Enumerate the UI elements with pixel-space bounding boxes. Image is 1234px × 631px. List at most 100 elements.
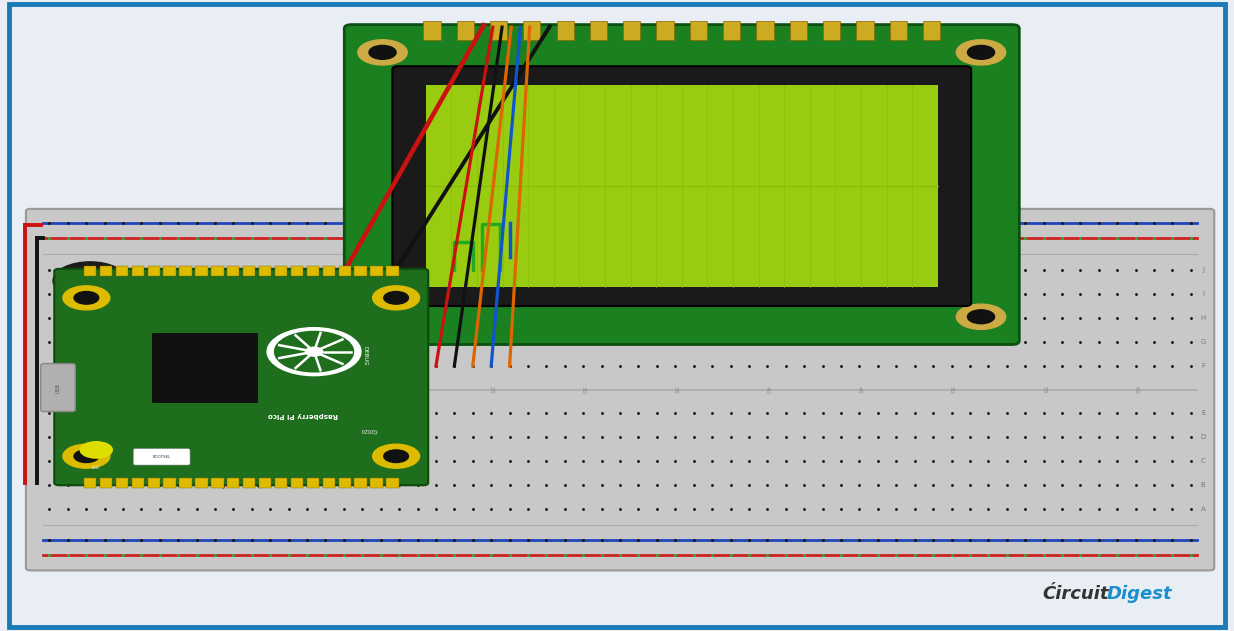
- Text: 25: 25: [489, 386, 494, 394]
- Bar: [386, 478, 399, 488]
- Text: B: B: [1201, 482, 1206, 488]
- Bar: [790, 21, 807, 40]
- Bar: [557, 21, 574, 40]
- Bar: [623, 21, 640, 40]
- Text: 45: 45: [856, 386, 863, 394]
- Bar: [100, 478, 112, 488]
- Bar: [370, 266, 383, 276]
- Text: H: H: [1201, 315, 1206, 321]
- Text: 30: 30: [581, 386, 586, 394]
- Text: E: E: [1201, 410, 1206, 416]
- Text: G: G: [1201, 339, 1206, 345]
- Text: ©2020: ©2020: [360, 427, 378, 432]
- Bar: [148, 478, 160, 488]
- Text: BOOTSEL: BOOTSEL: [153, 455, 170, 459]
- Bar: [116, 478, 128, 488]
- Bar: [132, 478, 144, 488]
- Circle shape: [967, 310, 995, 324]
- Bar: [322, 478, 334, 488]
- Bar: [590, 21, 607, 40]
- FancyBboxPatch shape: [133, 449, 190, 465]
- Bar: [243, 266, 255, 276]
- Bar: [132, 266, 144, 276]
- Bar: [322, 266, 334, 276]
- FancyBboxPatch shape: [344, 25, 1019, 345]
- Bar: [195, 266, 207, 276]
- Text: I: I: [1202, 291, 1204, 297]
- Circle shape: [53, 262, 127, 300]
- Bar: [338, 266, 350, 276]
- Text: LED: LED: [93, 466, 100, 469]
- Bar: [490, 21, 507, 40]
- Text: DEBUG: DEBUG: [363, 346, 368, 365]
- Text: A: A: [1201, 506, 1206, 512]
- Circle shape: [373, 444, 420, 468]
- Bar: [275, 266, 288, 276]
- Circle shape: [967, 45, 995, 59]
- Bar: [163, 478, 175, 488]
- Text: 10: 10: [212, 386, 217, 394]
- Text: 20: 20: [396, 386, 401, 394]
- Bar: [426, 85, 938, 287]
- Circle shape: [373, 286, 420, 310]
- Text: J: J: [1202, 267, 1204, 273]
- Circle shape: [274, 331, 353, 372]
- Bar: [756, 21, 774, 40]
- Circle shape: [68, 269, 112, 292]
- Bar: [227, 478, 239, 488]
- Bar: [423, 21, 441, 40]
- Bar: [856, 21, 874, 40]
- Circle shape: [306, 347, 322, 356]
- FancyBboxPatch shape: [26, 209, 1214, 570]
- Bar: [307, 266, 320, 276]
- Bar: [152, 333, 257, 403]
- Text: 35: 35: [673, 386, 677, 394]
- Bar: [823, 21, 840, 40]
- Text: 60: 60: [1133, 386, 1138, 394]
- Circle shape: [369, 45, 396, 59]
- Bar: [179, 266, 191, 276]
- Text: F: F: [1201, 363, 1206, 369]
- Bar: [148, 266, 160, 276]
- Text: C: C: [1201, 458, 1206, 464]
- FancyBboxPatch shape: [54, 269, 428, 485]
- Bar: [354, 266, 366, 276]
- Circle shape: [63, 286, 110, 310]
- Bar: [723, 21, 740, 40]
- Bar: [163, 266, 175, 276]
- Bar: [211, 478, 223, 488]
- FancyBboxPatch shape: [392, 66, 971, 306]
- Circle shape: [80, 442, 112, 458]
- Bar: [923, 21, 940, 40]
- Bar: [386, 266, 399, 276]
- Circle shape: [384, 450, 408, 463]
- Circle shape: [956, 304, 1006, 329]
- Circle shape: [369, 310, 396, 324]
- Bar: [84, 266, 96, 276]
- Bar: [307, 478, 320, 488]
- Bar: [656, 21, 674, 40]
- Circle shape: [63, 444, 110, 468]
- Circle shape: [358, 304, 407, 329]
- Bar: [195, 478, 207, 488]
- Bar: [116, 266, 128, 276]
- Text: USB: USB: [56, 382, 60, 392]
- Bar: [338, 478, 350, 488]
- Circle shape: [956, 40, 1006, 65]
- Circle shape: [358, 40, 407, 65]
- Bar: [890, 21, 907, 40]
- Bar: [291, 266, 304, 276]
- Text: 50: 50: [949, 386, 954, 394]
- Text: Ćircuit: Ćircuit: [1043, 584, 1109, 603]
- Text: Digest: Digest: [1107, 584, 1172, 603]
- Bar: [523, 21, 540, 40]
- Text: 55: 55: [1041, 386, 1046, 394]
- Bar: [227, 266, 239, 276]
- Text: D: D: [1201, 434, 1206, 440]
- Bar: [243, 478, 255, 488]
- Text: 5: 5: [121, 387, 126, 392]
- Bar: [370, 478, 383, 488]
- Text: 40: 40: [765, 386, 770, 394]
- Bar: [690, 21, 707, 40]
- Bar: [179, 478, 191, 488]
